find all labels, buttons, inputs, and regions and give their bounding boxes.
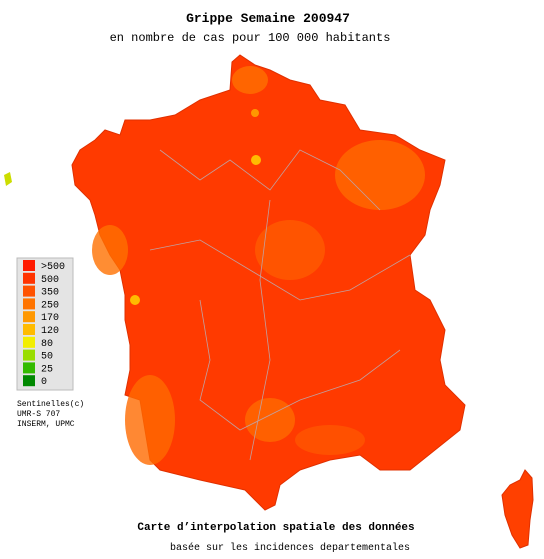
corsica [501, 469, 534, 549]
hotspot [251, 109, 259, 117]
boundary [159, 149, 381, 211]
legend-swatch [23, 298, 35, 310]
area [335, 140, 425, 210]
legend-swatch [23, 311, 35, 323]
credit-line: Sentinelles(c) [17, 400, 84, 409]
legend-swatch [23, 272, 35, 284]
legend-swatch [23, 349, 35, 361]
legend-label: 500 [41, 275, 59, 286]
area [295, 425, 365, 455]
subtitle: en nombre de cas pour 100 000 habitants [110, 31, 391, 45]
legend-label: 170 [41, 313, 59, 324]
area [125, 375, 175, 465]
boundary [199, 299, 401, 431]
legend-label: 25 [41, 364, 53, 375]
hotspot [130, 295, 140, 305]
border-fragment [4, 172, 12, 186]
legend-label: 350 [41, 288, 59, 299]
legend-swatch [23, 324, 35, 335]
legend-label: 80 [41, 339, 53, 350]
title: Grippe Semaine 200947 [186, 11, 350, 26]
credit-line: UMR-S 707 [17, 410, 60, 419]
legend-label: 50 [41, 352, 53, 363]
footer-line1: Carte d’interpolation spatiale des donné… [137, 522, 414, 534]
area [92, 225, 128, 275]
boundary [149, 239, 411, 301]
france-map [4, 54, 534, 549]
area [232, 66, 268, 94]
legend-label: 250 [41, 300, 59, 311]
legend-label: >500 [41, 262, 65, 273]
legend-swatch [23, 260, 35, 271]
legend-label: 120 [41, 326, 59, 337]
hotspot [251, 155, 261, 165]
area [255, 220, 325, 280]
legend-swatch [23, 362, 35, 374]
boundary [249, 199, 271, 461]
legend-swatch [23, 375, 35, 387]
credit-line: INSERM, UPMC [17, 420, 75, 429]
area [245, 398, 295, 442]
footer-line2: basée sur les incidences departementales [170, 542, 410, 554]
legend-swatch [23, 336, 35, 348]
legend-swatch [23, 285, 35, 297]
legend-label: 0 [41, 377, 47, 388]
